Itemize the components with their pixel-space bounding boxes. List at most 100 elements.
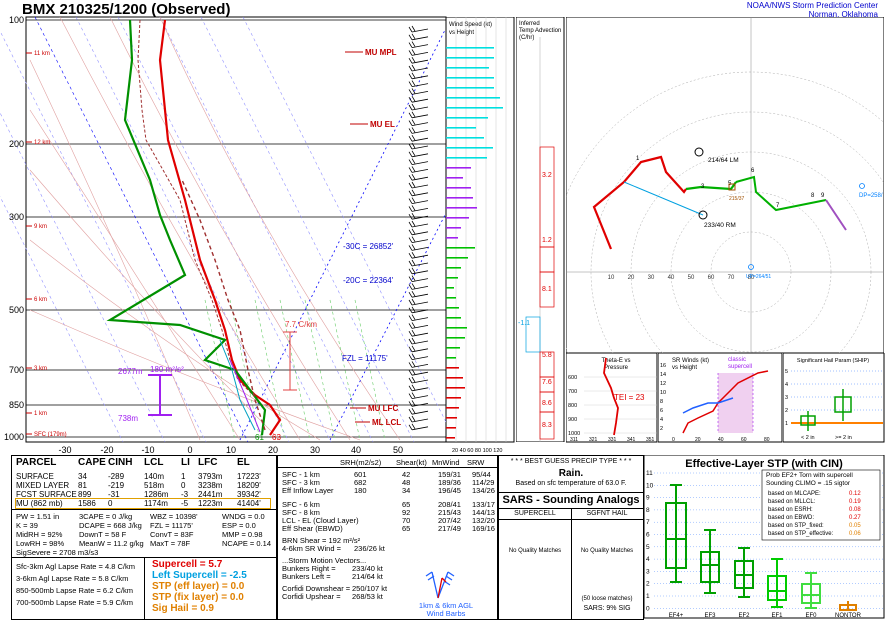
lapse-rate: 700-500mb Lapse Rate = 5.9 C/km: [16, 598, 133, 607]
stp-item-label: based on MLLCL:: [768, 499, 816, 505]
temp-label: 50: [393, 445, 403, 455]
skewt-height-labels: 11 km 12 km 9 km 6 km 3 km 1 km SFC (179m): [26, 51, 67, 438]
wind-speed-bar: [446, 177, 463, 179]
page-title: BMX 210325/1200 (Observed): [22, 1, 231, 18]
stp-x-labels: EF4+ EF3 EF2 EF1 EF0 NONTOR: [669, 613, 862, 619]
kin-header: SRH(m2/s2): [340, 458, 382, 467]
ship-title: Significant Hail Param (SHIP): [797, 358, 869, 364]
wind-barb: [408, 88, 429, 95]
kin-cell: 95/44: [472, 470, 491, 479]
stp-box-nontor: [839, 601, 857, 611]
svg-text:8: 8: [811, 193, 815, 199]
parcel-cell: -289: [108, 472, 125, 481]
theta-p-label: 900: [568, 417, 577, 423]
parcel-cell: SURFACE: [16, 472, 54, 481]
stp-y-label: 0: [646, 605, 650, 612]
parcel-cell: 39342': [237, 490, 261, 499]
wind-barb: [408, 322, 429, 329]
wind-speed-bar: [446, 387, 465, 389]
wind-barb: [408, 228, 429, 236]
wind-barb: [408, 407, 429, 415]
wind-barb: [408, 400, 429, 407]
index-cell: WNDG = 0.0: [222, 512, 265, 521]
wind-barb: [408, 173, 429, 181]
parcel-header: CAPE: [78, 457, 106, 468]
wind-speed-bar: [446, 107, 503, 109]
stp-y-label: 5: [646, 544, 650, 551]
skewt-diagram: 100 200 300 500 700 850 1000 -30 -20 -10 0 10 20 30 40…: [0, 15, 450, 455]
ship-y-label: 2: [785, 408, 788, 414]
kin-cell: 196/45: [438, 486, 461, 495]
mean-wind-marker: [728, 183, 736, 191]
temp-adv-title1: Inferred: [519, 21, 540, 27]
wind-barb: [408, 384, 429, 392]
mu-mpl-label: MU MPL: [365, 48, 397, 57]
wind-barb: [408, 337, 429, 345]
height-label: 3 km: [34, 366, 47, 372]
parcel-cell: -3: [181, 490, 189, 499]
hodo-trace-6-9km: [735, 175, 827, 212]
svg-text:9: 9: [821, 193, 825, 199]
temp-adv-box: [525, 316, 541, 353]
hodograph-panel: 10 20 30 40 50 60 70 80 13 56 78 9 214/64 LM 233/…: [566, 17, 884, 353]
svg-text:1: 1: [636, 156, 640, 162]
temp-adv-value: 5.8: [542, 352, 552, 359]
index-cell: MMP = 0.98: [222, 530, 263, 539]
parcel-cell: 3793m: [198, 472, 223, 481]
theta-title2: Pressure: [604, 365, 629, 371]
temp-adv-value: 8.1: [542, 286, 552, 293]
kin-cell: SFC - 8 km: [282, 508, 320, 517]
parcel-cell: 41404': [237, 499, 261, 508]
index-cell: FZL = 11175': [150, 521, 193, 530]
wind-barb: [408, 290, 429, 298]
index-cell: MeanW = 11.2 g/kg: [79, 539, 144, 548]
wind-speed-bar: [446, 327, 467, 329]
index-cell: K = 39: [16, 521, 38, 530]
pressure-label: 200: [9, 139, 24, 149]
wind-barb: [408, 25, 429, 33]
temp-adv-boxes: 3.2 1.2 8.1 -1.1 5.8 7.6 8.6 8.3: [518, 146, 555, 440]
wind-speed-bar: [446, 237, 458, 239]
sars-col2: SGFNT HAIL: [586, 510, 628, 517]
parcel-cell: FCST SURFACE: [16, 490, 77, 499]
storm-motion-cell: 214/64 kt: [352, 572, 383, 581]
parcel-trace: [181, 179, 266, 431]
spc-credit-line2: Norman, Oklahoma: [808, 10, 878, 19]
precip-note: Based on sfc temperature of 63.0 F.: [515, 480, 627, 487]
stp-y-label: 10: [646, 482, 654, 489]
stp-item-label: based on ESRH:: [768, 507, 813, 513]
wind-barb: [408, 72, 429, 80]
sr-h-label: 6: [660, 408, 663, 414]
wind-barb: [408, 181, 429, 189]
wind-barb: [408, 134, 429, 142]
stp-item-value: 0.19: [849, 499, 861, 505]
lapse-rate: Sfc-3km Agl Lapse Rate = 4.8 C/km: [16, 562, 136, 571]
stp-prob-items: based on MLCAPE: 0.12 based on MLLCL: 0.19 b…: [768, 491, 861, 537]
sr-wind-cell: 4-6km SR Wind =: [282, 544, 341, 553]
stp-item-value: 0.06: [849, 531, 861, 537]
parcel-divider: [12, 509, 276, 510]
wind-barb: [408, 251, 429, 259]
downdraft-trace: [229, 359, 261, 433]
svg-text:6: 6: [751, 168, 755, 174]
stp-x-label: EF3: [704, 613, 716, 619]
wind-barb: [408, 119, 429, 126]
fzl-label: FZL = 11175': [342, 354, 388, 363]
wind-speed-bar: [446, 357, 456, 359]
lapse-rate: 3-6km Agl Lapse Rate = 5.8 C/km: [16, 574, 129, 583]
pressure-label: 850: [9, 400, 24, 410]
wind-barb: [408, 220, 429, 228]
wind-speed-bar: [446, 277, 458, 279]
theta-axis-label: 311: [570, 437, 578, 443]
sr-axis-label: 60: [741, 437, 747, 443]
hodo-axis-label: 20: [628, 275, 635, 281]
index-cell: DCAPE = 668 J/kg: [79, 521, 142, 530]
index-cell: LowRH = 98%: [16, 539, 65, 548]
wind-speed-bars: [446, 47, 503, 439]
skewt-frame: [25, 16, 447, 443]
wind-speed-bar: [446, 77, 494, 79]
sr-h-label: 8: [660, 399, 663, 405]
wind-speed-bar: [446, 257, 468, 259]
hodo-axis-label: 40: [668, 275, 675, 281]
parcel-cell: 1286m: [144, 490, 169, 499]
